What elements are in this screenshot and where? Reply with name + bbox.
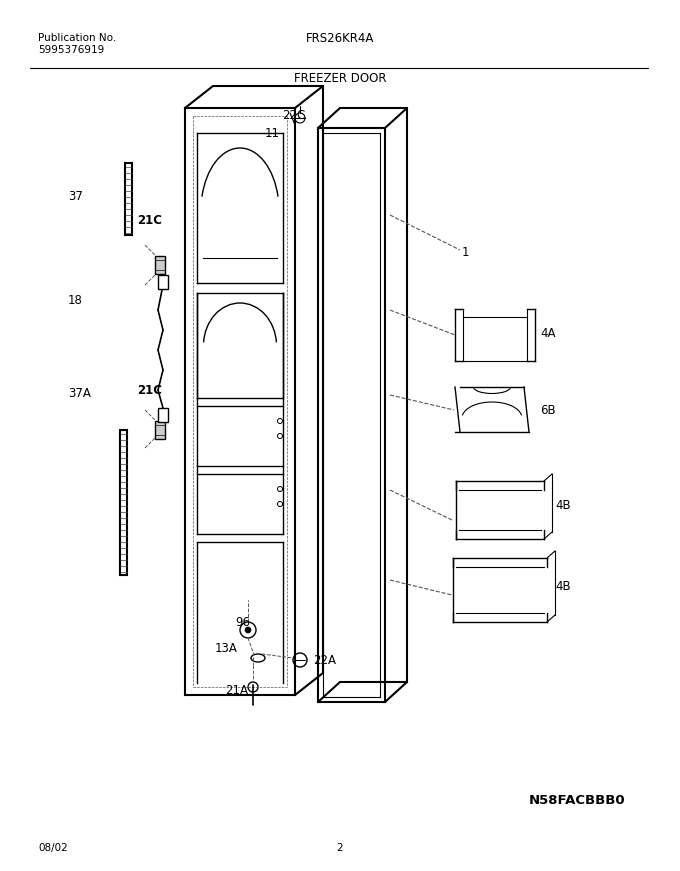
Text: 22A: 22A: [313, 653, 336, 666]
Text: 4B: 4B: [555, 580, 571, 593]
Text: 2: 2: [337, 843, 343, 853]
Circle shape: [245, 627, 251, 633]
Text: 21C: 21C: [137, 213, 162, 226]
Bar: [158, 408, 168, 422]
Bar: [158, 275, 168, 289]
Text: FREEZER DOOR: FREEZER DOOR: [294, 71, 386, 84]
Text: 4B: 4B: [555, 498, 571, 511]
Text: N58FACBBB0: N58FACBBB0: [528, 793, 625, 807]
Text: 18: 18: [68, 294, 83, 307]
Text: 21A: 21A: [225, 684, 248, 697]
Text: 37: 37: [68, 190, 83, 202]
Text: 1: 1: [462, 246, 469, 259]
Text: 13A: 13A: [215, 642, 238, 654]
Text: 37A: 37A: [68, 387, 91, 400]
Bar: [155, 256, 165, 274]
Bar: [155, 421, 165, 439]
Text: 08/02: 08/02: [38, 843, 68, 853]
Text: 4A: 4A: [540, 327, 556, 340]
Text: Publication No.: Publication No.: [38, 33, 116, 43]
Text: FRS26KR4A: FRS26KR4A: [306, 31, 374, 44]
Text: 96: 96: [235, 616, 250, 629]
Text: 11: 11: [265, 126, 280, 139]
Text: 6B: 6B: [540, 403, 556, 416]
Text: 21C: 21C: [137, 383, 162, 396]
Text: 22C: 22C: [282, 109, 305, 121]
Text: 5995376919: 5995376919: [38, 45, 104, 55]
